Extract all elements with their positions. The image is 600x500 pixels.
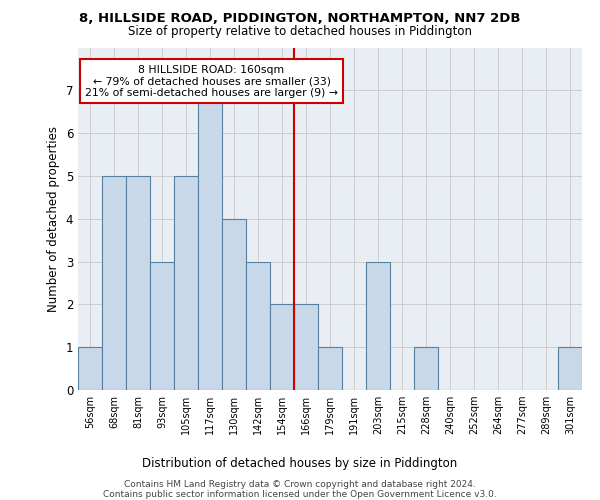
Bar	[366, 262, 390, 390]
Text: 8, HILLSIDE ROAD, PIDDINGTON, NORTHAMPTON, NN7 2DB: 8, HILLSIDE ROAD, PIDDINGTON, NORTHAMPTO…	[79, 12, 521, 26]
Bar	[150, 262, 174, 390]
Bar	[558, 347, 582, 390]
Y-axis label: Number of detached properties: Number of detached properties	[47, 126, 60, 312]
Bar	[174, 176, 198, 390]
Bar	[222, 219, 246, 390]
Bar	[270, 304, 294, 390]
Bar	[414, 347, 438, 390]
Text: Contains HM Land Registry data © Crown copyright and database right 2024.: Contains HM Land Registry data © Crown c…	[124, 480, 476, 489]
Bar	[318, 347, 342, 390]
Bar	[294, 304, 318, 390]
Bar	[246, 262, 270, 390]
Bar	[78, 347, 102, 390]
Bar	[198, 90, 222, 390]
Text: Contains public sector information licensed under the Open Government Licence v3: Contains public sector information licen…	[103, 490, 497, 499]
Bar	[126, 176, 150, 390]
Text: Size of property relative to detached houses in Piddington: Size of property relative to detached ho…	[128, 25, 472, 38]
Bar	[102, 176, 126, 390]
Text: Distribution of detached houses by size in Piddington: Distribution of detached houses by size …	[142, 458, 458, 470]
Text: 8 HILLSIDE ROAD: 160sqm
← 79% of detached houses are smaller (33)
21% of semi-de: 8 HILLSIDE ROAD: 160sqm ← 79% of detache…	[85, 64, 338, 98]
